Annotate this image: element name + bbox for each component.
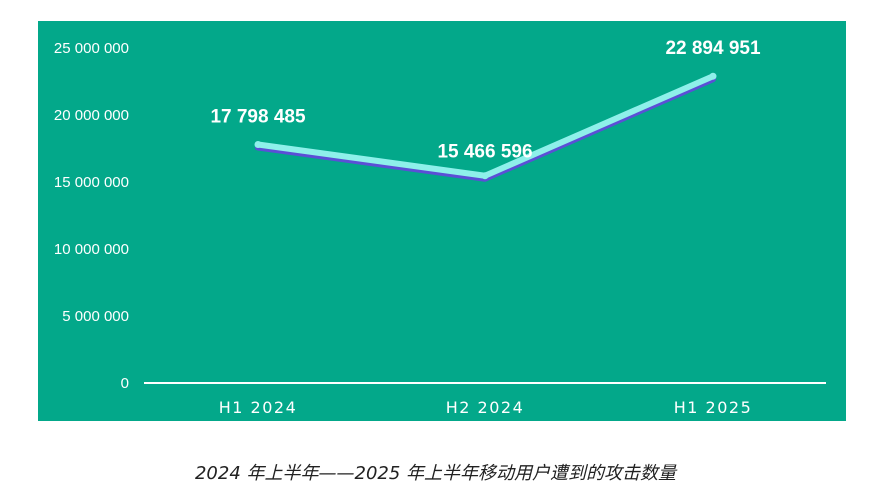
data-label: 15 466 596 <box>437 142 532 163</box>
y-axis-ticks: 0 5 000 000 10 000 000 15 000 000 20 000 000… <box>54 40 129 392</box>
line-chart: 0 5 000 000 10 000 000 15 000 000 20 000 000… <box>54 38 826 417</box>
data-point <box>254 141 262 149</box>
x-axis-ticks: H1 2024 H2 2024 H1 2025 <box>219 398 753 417</box>
series-line <box>254 72 717 182</box>
y-tick-label: 25 000 000 <box>54 40 129 57</box>
y-tick-label: 15 000 000 <box>54 174 129 191</box>
figure-caption: 2024 年上半年——2025 年上半年移动用户遭到的攻击数量 <box>194 463 677 484</box>
data-label: 17 798 485 <box>210 107 306 128</box>
x-tick-label: H1 2024 <box>219 398 298 417</box>
y-tick-label: 0 <box>121 375 129 392</box>
x-tick-label: H2 2024 <box>446 398 525 417</box>
series-line-shadow <box>255 76 716 182</box>
x-tick-label: H1 2025 <box>674 398 753 417</box>
chart-panel: 0 5 000 000 10 000 000 15 000 000 20 000 000… <box>38 21 846 421</box>
data-label: 22 894 951 <box>665 38 761 59</box>
y-tick-label: 20 000 000 <box>54 107 129 124</box>
data-point <box>481 172 489 180</box>
y-tick-label: 5 000 000 <box>62 308 129 325</box>
drop-lines <box>257 76 714 383</box>
y-tick-label: 10 000 000 <box>54 241 129 258</box>
data-labels: 17 798 485 15 466 596 22 894 951 <box>210 38 761 163</box>
data-point <box>709 72 717 80</box>
